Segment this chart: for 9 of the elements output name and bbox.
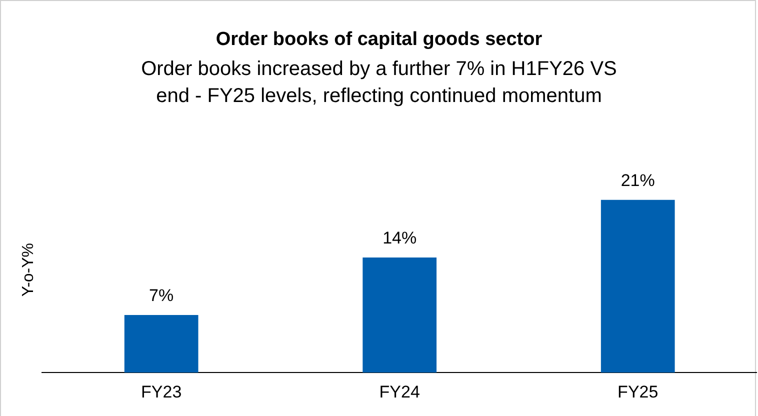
data-label: 14%: [382, 228, 417, 248]
data-label: 21%: [620, 171, 655, 190]
x-tick-label: FY24: [379, 382, 420, 402]
chart-title: Order books of capital goods sector: [214, 29, 544, 51]
x-tick-label: FY25: [618, 382, 658, 402]
chart-subtitle: Order books increased by a further 7% in H1FY26 VS end - FY25 levels, reflecting continued momentum: [140, 57, 618, 109]
y-axis-title: Y-o-Y%: [20, 242, 38, 297]
x-tick-label: FY23: [141, 382, 182, 402]
data-label: 7%: [149, 286, 174, 306]
